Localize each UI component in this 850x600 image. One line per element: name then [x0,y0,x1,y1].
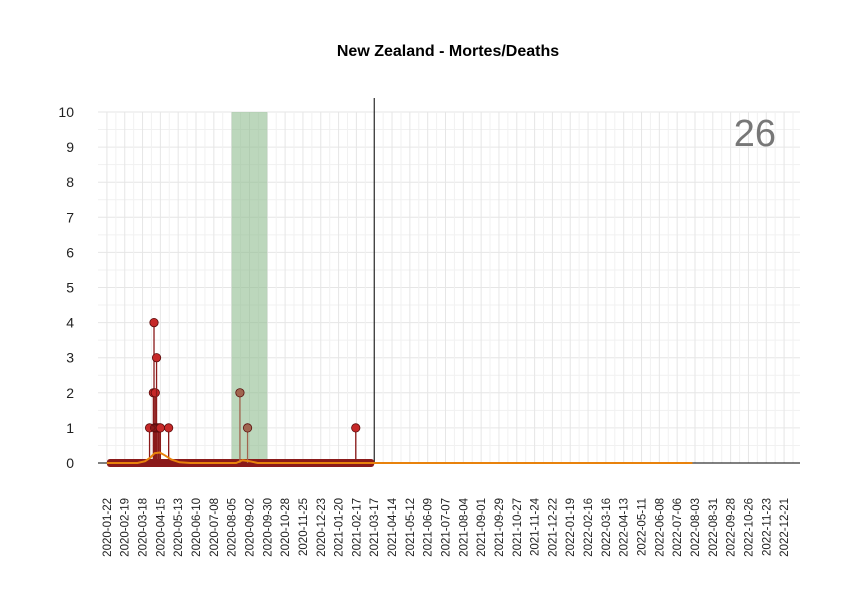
x-tick-label: 2020-12-23 [316,498,328,557]
x-tick-label: 2022-04-13 [619,498,631,557]
x-tick-label: 2020-07-08 [209,498,221,557]
x-tick-label: 2020-04-15 [155,498,167,557]
x-tick-label: 2022-07-06 [672,498,684,557]
x-tick-label: 2022-05-11 [637,498,649,556]
y-tick-label: 9 [66,139,74,155]
x-tick-label: 2021-02-17 [351,498,363,557]
x-tick-label: 2022-02-16 [583,498,595,557]
death-point [164,423,174,433]
x-tick-label: 2020-09-30 [262,498,274,557]
y-tick-label: 3 [66,350,74,366]
x-tick-label: 2021-09-29 [494,498,506,557]
x-tick-label: 2021-11-24 [530,497,542,556]
x-tick-label: 2020-11-25 [298,498,310,556]
x-tick-label: 2021-08-04 [458,497,470,556]
x-tick-label: 2020-06-10 [191,498,203,557]
x-tick-label: 2020-02-19 [120,498,132,557]
x-tick-label: 2021-05-12 [405,498,417,557]
death-point [149,317,159,328]
x-tick-label: 2021-04-14 [387,497,399,556]
y-tick-label: 8 [66,174,74,190]
x-tick-label: 2020-05-13 [173,498,185,557]
highlight-band-rect [231,112,268,463]
x-tick-label: 2022-06-08 [654,498,666,557]
y-tick-label: 1 [66,420,74,436]
data-marks [106,317,693,467]
x-tick-label: 2022-10-26 [743,498,755,557]
x-tick-label: 2021-12-22 [547,498,559,557]
chart-title: New Zealand - Mortes/Deaths [337,43,559,60]
moving-average-line [106,451,693,464]
y-tick-label: 5 [66,280,74,296]
x-tick-label: 2021-09-01 [476,498,488,557]
x-tick-label: 2021-01-20 [334,498,346,557]
x-tick-label: 2022-01-19 [565,498,577,557]
grid [98,111,800,464]
x-tick-label: 2020-01-22 [102,498,114,557]
x-tick-label: 2021-07-07 [440,498,452,557]
x-tick-label: 2022-11-23 [761,498,773,556]
y-tick-label: 6 [66,244,74,260]
x-tick-label: 2022-08-31 [708,498,720,557]
x-tick-label: 2021-03-17 [369,498,381,557]
y-tick-label: 7 [66,209,74,225]
highlight-band [231,112,268,463]
death-point [151,353,162,363]
x-tick-label: 2020-10-28 [280,498,292,557]
death-point [150,388,160,398]
tick-labels: 0 1 2 3 4 5 6 7 8 9 10 2020-01-22 2020-02-19 2020-03-… [58,104,791,557]
x-tick-label: 2022-12-21 [779,498,791,557]
x-tick-label: 2020-09-02 [244,498,256,557]
y-tick-label: 4 [66,315,74,331]
death-point [235,388,245,398]
x-tick-label: 2021-06-09 [423,498,435,557]
corner-value: 26 [734,113,776,155]
x-tick-label: 2022-08-03 [690,498,702,557]
x-tick-label: 2021-10-27 [512,498,524,557]
y-tick-label: 10 [58,104,74,120]
x-tick-label: 2022-03-16 [601,498,613,557]
x-tick-label: 2022-09-28 [726,498,738,557]
x-tick-label: 2020-03-18 [138,498,150,557]
y-tick-label: 0 [66,455,74,471]
death-point [351,423,361,433]
y-tick-label: 2 [66,385,74,401]
death-point [155,423,165,433]
death-point [242,423,253,433]
x-tick-label: 2020-08-05 [227,498,239,557]
